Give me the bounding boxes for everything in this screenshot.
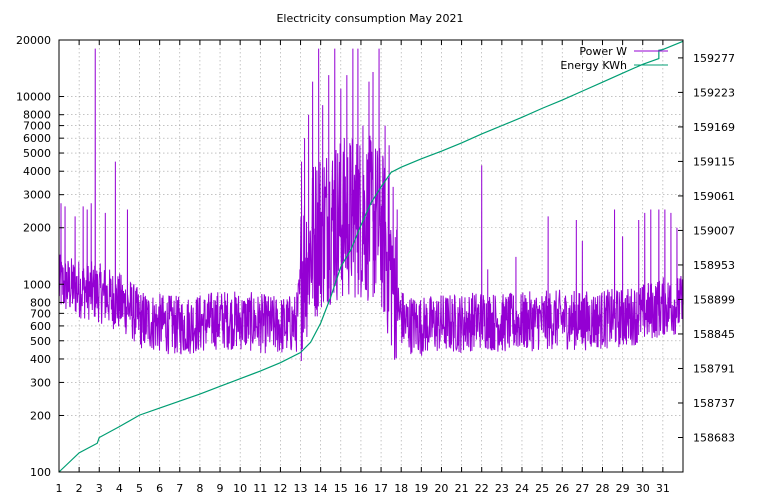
x-tick-label: 8 [196, 482, 203, 495]
series-energy [58, 40, 684, 473]
y-left-tick-label: 4000 [23, 165, 51, 178]
x-tick-label: 31 [656, 482, 670, 495]
right-axis: 158683 158737 158791 158845 158899 158953 1590… [678, 52, 735, 444]
y-right-tick-label: 159169 [693, 121, 735, 134]
y-right-tick-label: 159223 [693, 86, 735, 99]
y-left-tick-label: 10000 [16, 91, 51, 104]
y-right-tick-label: 159277 [693, 52, 735, 65]
x-tick-label: 1 [56, 482, 63, 495]
x-tick-label: 11 [253, 482, 267, 495]
x-tick-label: 12 [273, 482, 287, 495]
x-tick-label: 13 [294, 482, 308, 495]
x-tick-label: 30 [636, 482, 650, 495]
y-left-tick-label: 1000 [23, 278, 51, 291]
legend-energy-label: Energy KWh [560, 59, 627, 72]
x-tick-label: 7 [176, 482, 183, 495]
x-tick-label: 22 [475, 482, 489, 495]
y-right-tick-label: 158791 [693, 362, 735, 375]
bottom-axis: 1 2 3 4 5 6 7 8 9 10 11 12 13 14 15 16 17 18 19 20 21 22 23 24 2… [56, 40, 670, 495]
grid [59, 40, 683, 472]
energy-line [58, 40, 684, 473]
x-tick-label: 15 [334, 482, 348, 495]
legend: Power W Energy KWh [560, 45, 668, 72]
y-right-tick-label: 158845 [693, 328, 735, 341]
x-tick-label: 25 [535, 482, 549, 495]
x-tick-label: 10 [233, 482, 247, 495]
y-left-tick-label: 5000 [23, 147, 51, 160]
y-right-tick-label: 159061 [693, 190, 735, 203]
x-tick-label: 9 [217, 482, 224, 495]
y-left-tick-label: 700 [30, 307, 51, 320]
x-tick-label: 16 [354, 482, 368, 495]
y-left-tick-label: 400 [30, 353, 51, 366]
y-left-tick-label: 800 [30, 296, 51, 309]
y-left-tick-label: 300 [30, 376, 51, 389]
power-line [58, 48, 684, 362]
y-left-tick-label: 500 [30, 335, 51, 348]
y-left-tick-label: 100 [30, 466, 51, 479]
legend-power-label: Power W [579, 45, 627, 58]
x-tick-label: 28 [595, 482, 609, 495]
x-tick-label: 17 [374, 482, 388, 495]
plot-border [58, 39, 684, 473]
x-tick-label: 23 [495, 482, 509, 495]
x-tick-label: 6 [156, 482, 163, 495]
x-tick-label: 2 [76, 482, 83, 495]
x-tick-label: 4 [116, 482, 123, 495]
y-left-tick-label: 2000 [23, 222, 51, 235]
series-power [58, 48, 684, 362]
x-tick-label: 19 [414, 482, 428, 495]
x-tick-label: 26 [555, 482, 569, 495]
y-right-tick-label: 158899 [693, 293, 735, 306]
chart-title: Electricity consumption May 2021 [276, 12, 463, 25]
y-left-tick-label: 8000 [23, 109, 51, 122]
y-right-tick-label: 159115 [693, 155, 735, 168]
x-tick-label: 18 [394, 482, 408, 495]
x-tick-label: 27 [575, 482, 589, 495]
y-right-tick-label: 158683 [693, 431, 735, 444]
y-left-tick-label: 200 [30, 409, 51, 422]
y-left-tick-label: 20000 [16, 34, 51, 47]
x-tick-label: 14 [314, 482, 328, 495]
x-tick-label: 3 [96, 482, 103, 495]
x-tick-label: 29 [616, 482, 630, 495]
y-left-tick-label: 7000 [23, 120, 51, 133]
y-right-tick-label: 158737 [693, 397, 735, 410]
x-tick-label: 20 [434, 482, 448, 495]
x-tick-label: 24 [515, 482, 529, 495]
y-left-tick-label: 6000 [23, 132, 51, 145]
x-tick-label: 5 [136, 482, 143, 495]
y-right-tick-label: 159007 [693, 224, 735, 237]
y-right-tick-label: 158953 [693, 259, 735, 272]
x-tick-label: 21 [455, 482, 469, 495]
y-left-tick-label: 3000 [23, 189, 51, 202]
y-left-tick-label: 600 [30, 320, 51, 333]
